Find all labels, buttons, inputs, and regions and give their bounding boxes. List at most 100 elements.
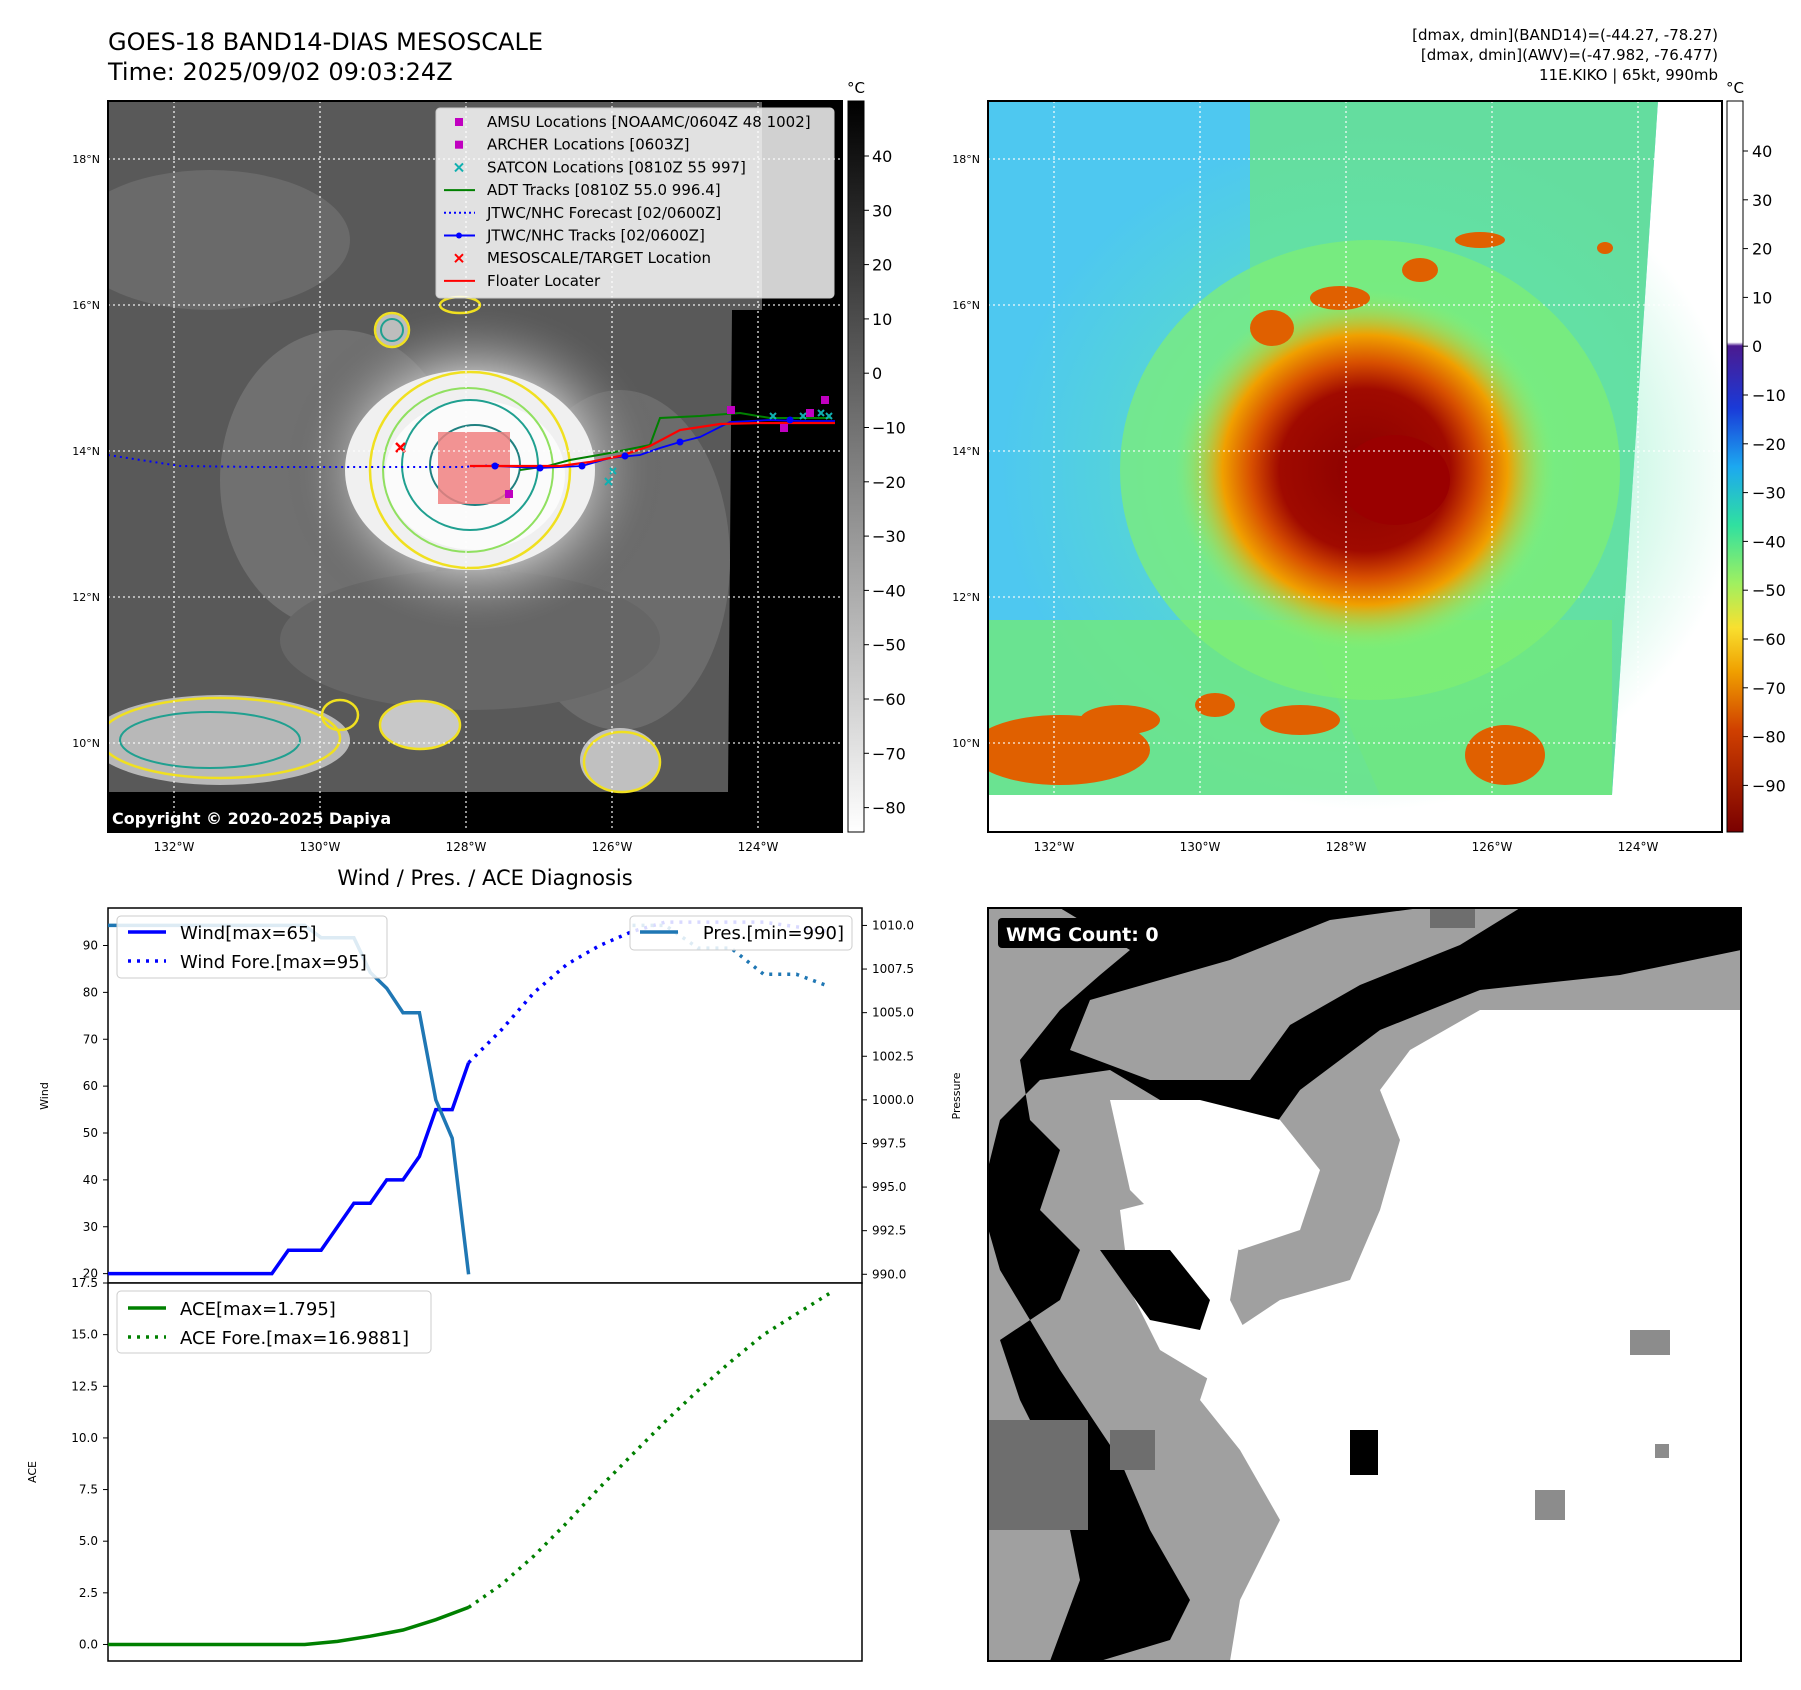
ir-legend-item: JTWC/NHC Tracks [02/0600Z] [444,227,705,245]
awv-colorbar-tick-label: 40 [1752,142,1772,161]
ace-y-tick-label: 12.5 [71,1379,98,1393]
legend-dot [456,232,462,239]
legend-square-marker [455,140,463,149]
awv-colorbar-tick-label: −20 [1752,435,1786,454]
pressure-y-tick-label: 1007.5 [872,962,914,976]
ace-y-tick-label: 5.0 [79,1534,98,1548]
pressure-y-tick-label: 995.0 [872,1180,906,1194]
awv-lon-label: 124°W [1618,840,1659,854]
legend-ace-forecast: ACE Fore.[max=16.9881] [180,1328,409,1349]
pressure-y-tick-label: 1010.0 [872,918,914,932]
ir-colorbar-tick-label: −30 [872,527,906,546]
awv-colorbar-tick-label: −40 [1752,532,1786,551]
wind-axis-label: Wind [38,1082,51,1110]
ir-colorbar-tick-label: −60 [872,690,906,709]
legend-square-marker [455,118,463,126]
ace-y-tick-label: 0.0 [79,1637,98,1651]
diagnosis-title: Wind / Pres. / ACE Diagnosis [337,866,632,890]
awv-colorbar-tick-label: −60 [1752,630,1786,649]
awv-lon-label: 126°W [1472,840,1513,854]
info-band14-range: [dmax, dmin](BAND14)=(-44.27, -78.27) [1412,26,1718,44]
awv-lat-label: 14°N [952,445,980,458]
figure-title: GOES-18 BAND14-DIAS MESOSCALE [108,28,543,56]
wind-y-tick-label: 20 [83,1267,98,1281]
awv-colorbar-tick-label: 0 [1752,337,1762,356]
pressure-y-tick-label: 997.5 [872,1136,906,1150]
awv-colorbar-tick-label: −10 [1752,386,1786,405]
awv-lat-label: 16°N [952,299,980,312]
ir-legend-label: JTWC/NHC Forecast [02/0600Z] [486,204,721,222]
awv-colorbar-tick-label: −90 [1752,776,1786,795]
ir-colorbar: °C 40 30 20 10 0 −10 −20 −30 −40 −50 −60 −70 −80 [847,79,906,833]
info-awv-range: [dmax, dmin](AWV)=(-47.982, -76.477) [1421,46,1718,64]
awv-lat-label: 10°N [952,737,980,750]
awv-colorbar-tick-label: 10 [1752,288,1772,307]
ir-legend-item: ARCHER Locations [0603Z] [455,136,690,154]
ir-colorbar-tick-label: −70 [872,744,906,763]
wind-legend: Wind[max=65] Wind Fore.[max=95] [116,915,388,979]
ir-legend: AMSU Locations [NOAAMC/0604Z 48 1002] ARC… [435,107,835,299]
ir-legend-item: Floater Locater [444,272,601,290]
awv-colorbar-tick-label: −30 [1752,484,1786,503]
wind-y-tick-label: 90 [83,939,98,953]
pressure-legend: Pres.[min=990] [629,915,853,951]
series-line-ace-max-1-795- [108,1605,470,1647]
ir-legend-label: SATCON Locations [0810Z 55 997] [487,158,746,176]
ace-chart: 17.5 15.0 12.5 10.0 7.5 5.0 2.5 0.0 ACE ACE[max… [26,1276,863,1662]
legend-x-marker [454,253,464,263]
pressure-y-tick-label: 1002.5 [872,1049,914,1063]
pressure-y-tick-label: 992.5 [872,1224,906,1238]
wmg-image [988,908,1741,1661]
ir-colorbar-tick-label: 0 [872,364,882,383]
awv-lon-label: 132°W [1034,840,1075,854]
ace-axis-label: ACE [26,1461,39,1483]
ir-colorbar-unit: °C [847,79,865,97]
wind-y-tick-label: 60 [83,1079,98,1093]
ir-legend-label: AMSU Locations [NOAAMC/0604Z 48 1002] [487,113,811,131]
ir-lat-label: 16°N [72,299,100,312]
ir-legend-label: ADT Tracks [0810Z 55.0 996.4] [487,181,721,199]
ir-colorbar-tick-label: −50 [872,636,906,655]
awv-lon-label: 130°W [1180,840,1221,854]
pressure-y-tick-label: 1005.0 [872,1006,914,1020]
ir-legend-label: JTWC/NHC Tracks [02/0600Z] [486,227,705,245]
ir-colorbar-tick-label: 10 [872,310,892,329]
ace-y-tick-label: 15.0 [71,1328,98,1342]
copyright-text: Copyright © 2020-2025 Dapiya [112,809,391,828]
awv-colorbar-tick-label: −80 [1752,728,1786,747]
wind-y-tick-label: 80 [83,985,98,999]
awv-lon-label: 128°W [1326,840,1367,854]
pressure-y-tick-label: 1000.0 [872,1093,914,1107]
legend-x-marker [454,162,464,173]
wmg-panel: WMG Count: 0 [987,907,1742,1662]
ir-legend-item: ADT Tracks [0810Z 55.0 996.4] [444,181,721,199]
wind-pressure-chart: 90 80 70 60 50 40 30 20 1010.0 1007.5 1005.0 1002.5… [38,907,963,1284]
ir-lon-label: 126°W [592,840,633,854]
awv-colorbar-tick-label: −50 [1752,581,1786,600]
ace-legend: ACE[max=1.795] ACE Fore.[max=16.9881] [116,1290,432,1354]
ir-lon-label: 124°W [738,840,779,854]
wind-y-tick-label: 30 [83,1220,98,1234]
wind-y-tick-label: 50 [83,1126,98,1140]
ir-colorbar-tick-label: −40 [872,581,906,600]
ir-lat-label: 18°N [72,153,100,166]
ir-legend-item: JTWC/NHC Forecast [02/0600Z] [444,204,721,222]
ir-lat-label: 10°N [72,737,100,750]
ir-legend-item: MESOSCALE/TARGET Location [454,249,711,267]
awv-lat-label: 12°N [952,591,980,604]
ir-colorbar-tick-label: 20 [872,256,892,275]
awv-colorbar: °C 40 30 20 10 0 −10 −20 −30 −40 −50 −60 −70 −80 −90 [1726,79,1786,833]
awv-colorbar-unit: °C [1726,79,1744,97]
awv-satellite-image [988,101,1722,832]
awv-lat-label: 18°N [952,153,980,166]
ir-colorbar-tick-label: −80 [872,799,906,818]
pressure-axis-label: Pressure [950,1072,963,1119]
legend-ace: ACE[max=1.795] [180,1299,336,1320]
ir-colorbar-tick-label: 30 [872,201,892,220]
legend-pressure: Pres.[min=990] [703,923,844,944]
wmg-count-label: WMG Count: 0 [1006,924,1159,946]
ace-y-tick-label: 2.5 [79,1586,98,1600]
ir-lon-label: 128°W [446,840,487,854]
ir-lon-label: 130°W [300,840,341,854]
